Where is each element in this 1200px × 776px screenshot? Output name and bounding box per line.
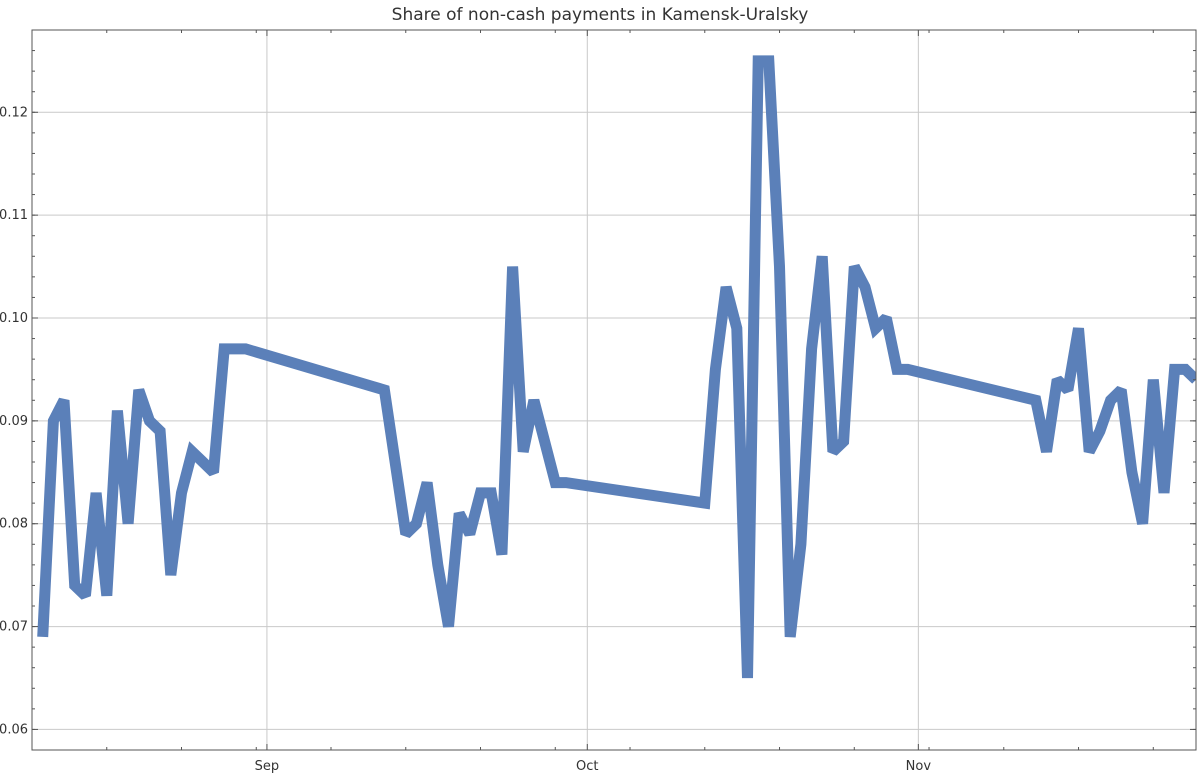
chart-title: Share of non-cash payments in Kamensk-Ur… — [392, 5, 809, 25]
y-tick-label: 0.08 — [0, 517, 28, 532]
y-tick-label: 0.11 — [0, 208, 28, 223]
x-tick-label: Oct — [576, 759, 598, 774]
gridlines — [32, 30, 1196, 750]
y-tick-label: 0.10 — [0, 311, 28, 326]
x-tick-label: Nov — [906, 759, 932, 774]
y-tick-label: 0.12 — [0, 105, 28, 120]
axes: 0.06 0.07 0.08 0.09 0.10 0.11 0.12 Sep Oct Nov — [0, 29, 1196, 774]
plot-frame — [31, 29, 1197, 751]
series-line — [37, 55, 1196, 679]
x-tick-label: Sep — [255, 759, 280, 774]
y-tick-label: 0.09 — [0, 414, 28, 429]
y-tick-label: 0.07 — [0, 620, 28, 635]
series-line-layer — [37, 55, 1196, 679]
y-tick-label: 0.06 — [0, 722, 28, 737]
